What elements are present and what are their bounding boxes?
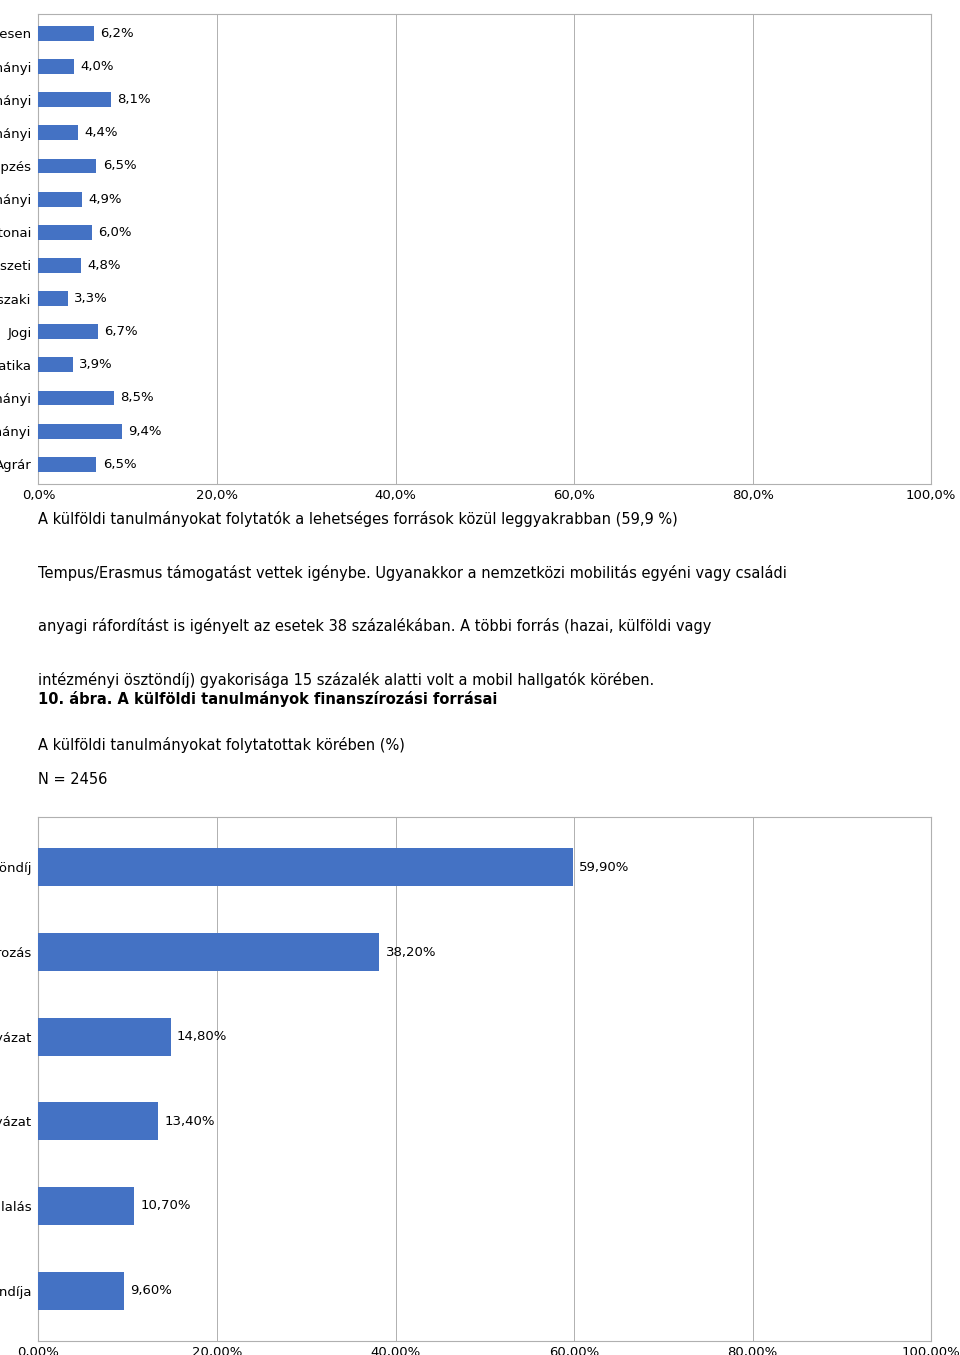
Text: 6,2%: 6,2% bbox=[100, 27, 133, 39]
Bar bbox=[38, 1102, 158, 1141]
Bar bbox=[38, 1018, 171, 1056]
Text: 38,20%: 38,20% bbox=[386, 946, 436, 958]
Text: 10,70%: 10,70% bbox=[140, 1199, 191, 1213]
Bar bbox=[38, 1187, 134, 1225]
Text: 4,9%: 4,9% bbox=[88, 192, 122, 206]
Bar bbox=[38, 358, 73, 373]
Bar bbox=[38, 1271, 124, 1310]
Bar bbox=[38, 126, 78, 141]
Bar bbox=[38, 457, 96, 472]
Text: 3,3%: 3,3% bbox=[74, 293, 108, 305]
Text: A külföldi tanulmányokat folytatottak körében (%): A külföldi tanulmányokat folytatottak kö… bbox=[38, 737, 405, 753]
Bar bbox=[38, 225, 92, 240]
Text: N = 2456: N = 2456 bbox=[38, 772, 108, 787]
Text: 6,7%: 6,7% bbox=[105, 325, 138, 339]
Text: anyagi ráfordítást is igényelt az esetek 38 százalékában. A többi forrás (hazai,: anyagi ráfordítást is igényelt az esetek… bbox=[38, 618, 711, 634]
Bar bbox=[38, 159, 96, 173]
Text: 8,5%: 8,5% bbox=[121, 392, 155, 405]
Text: 59,90%: 59,90% bbox=[580, 860, 630, 874]
Bar bbox=[38, 92, 110, 107]
Text: 8,1%: 8,1% bbox=[117, 93, 151, 106]
Text: 10. ábra. A külföldi tanulmányok finanszírozási forrásai: 10. ábra. A külföldi tanulmányok finansz… bbox=[38, 691, 498, 707]
Bar bbox=[38, 26, 94, 41]
Bar bbox=[38, 390, 114, 405]
Bar bbox=[38, 191, 83, 206]
Text: 6,0%: 6,0% bbox=[98, 226, 132, 238]
Text: 4,4%: 4,4% bbox=[84, 126, 117, 140]
Bar bbox=[38, 848, 573, 886]
Text: 9,4%: 9,4% bbox=[129, 424, 162, 438]
Text: 4,0%: 4,0% bbox=[81, 60, 114, 73]
Text: A külföldi tanulmányokat folytatók a lehetséges források közül leggyakrabban (59: A külföldi tanulmányokat folytatók a leh… bbox=[38, 511, 678, 527]
Bar bbox=[38, 934, 379, 972]
Bar bbox=[38, 257, 82, 272]
Text: 14,80%: 14,80% bbox=[177, 1030, 228, 1043]
Bar bbox=[38, 60, 74, 75]
Text: intézményi ösztöndíj) gyakorisága 15 százalék alatti volt a mobil hallgatók köré: intézményi ösztöndíj) gyakorisága 15 szá… bbox=[38, 672, 655, 688]
Text: 3,9%: 3,9% bbox=[80, 358, 113, 371]
Text: 6,5%: 6,5% bbox=[103, 160, 136, 172]
Bar bbox=[38, 424, 122, 439]
Text: Tempus/Erasmus támogatást vettek igénybe. Ugyanakkor a nemzetközi mobilitás egyé: Tempus/Erasmus támogatást vettek igénybe… bbox=[38, 565, 787, 581]
Bar bbox=[38, 291, 68, 306]
Text: 13,40%: 13,40% bbox=[164, 1115, 215, 1127]
Bar bbox=[38, 324, 98, 339]
Text: 6,5%: 6,5% bbox=[103, 458, 136, 470]
Text: 9,60%: 9,60% bbox=[131, 1285, 172, 1297]
Text: 4,8%: 4,8% bbox=[87, 259, 121, 272]
